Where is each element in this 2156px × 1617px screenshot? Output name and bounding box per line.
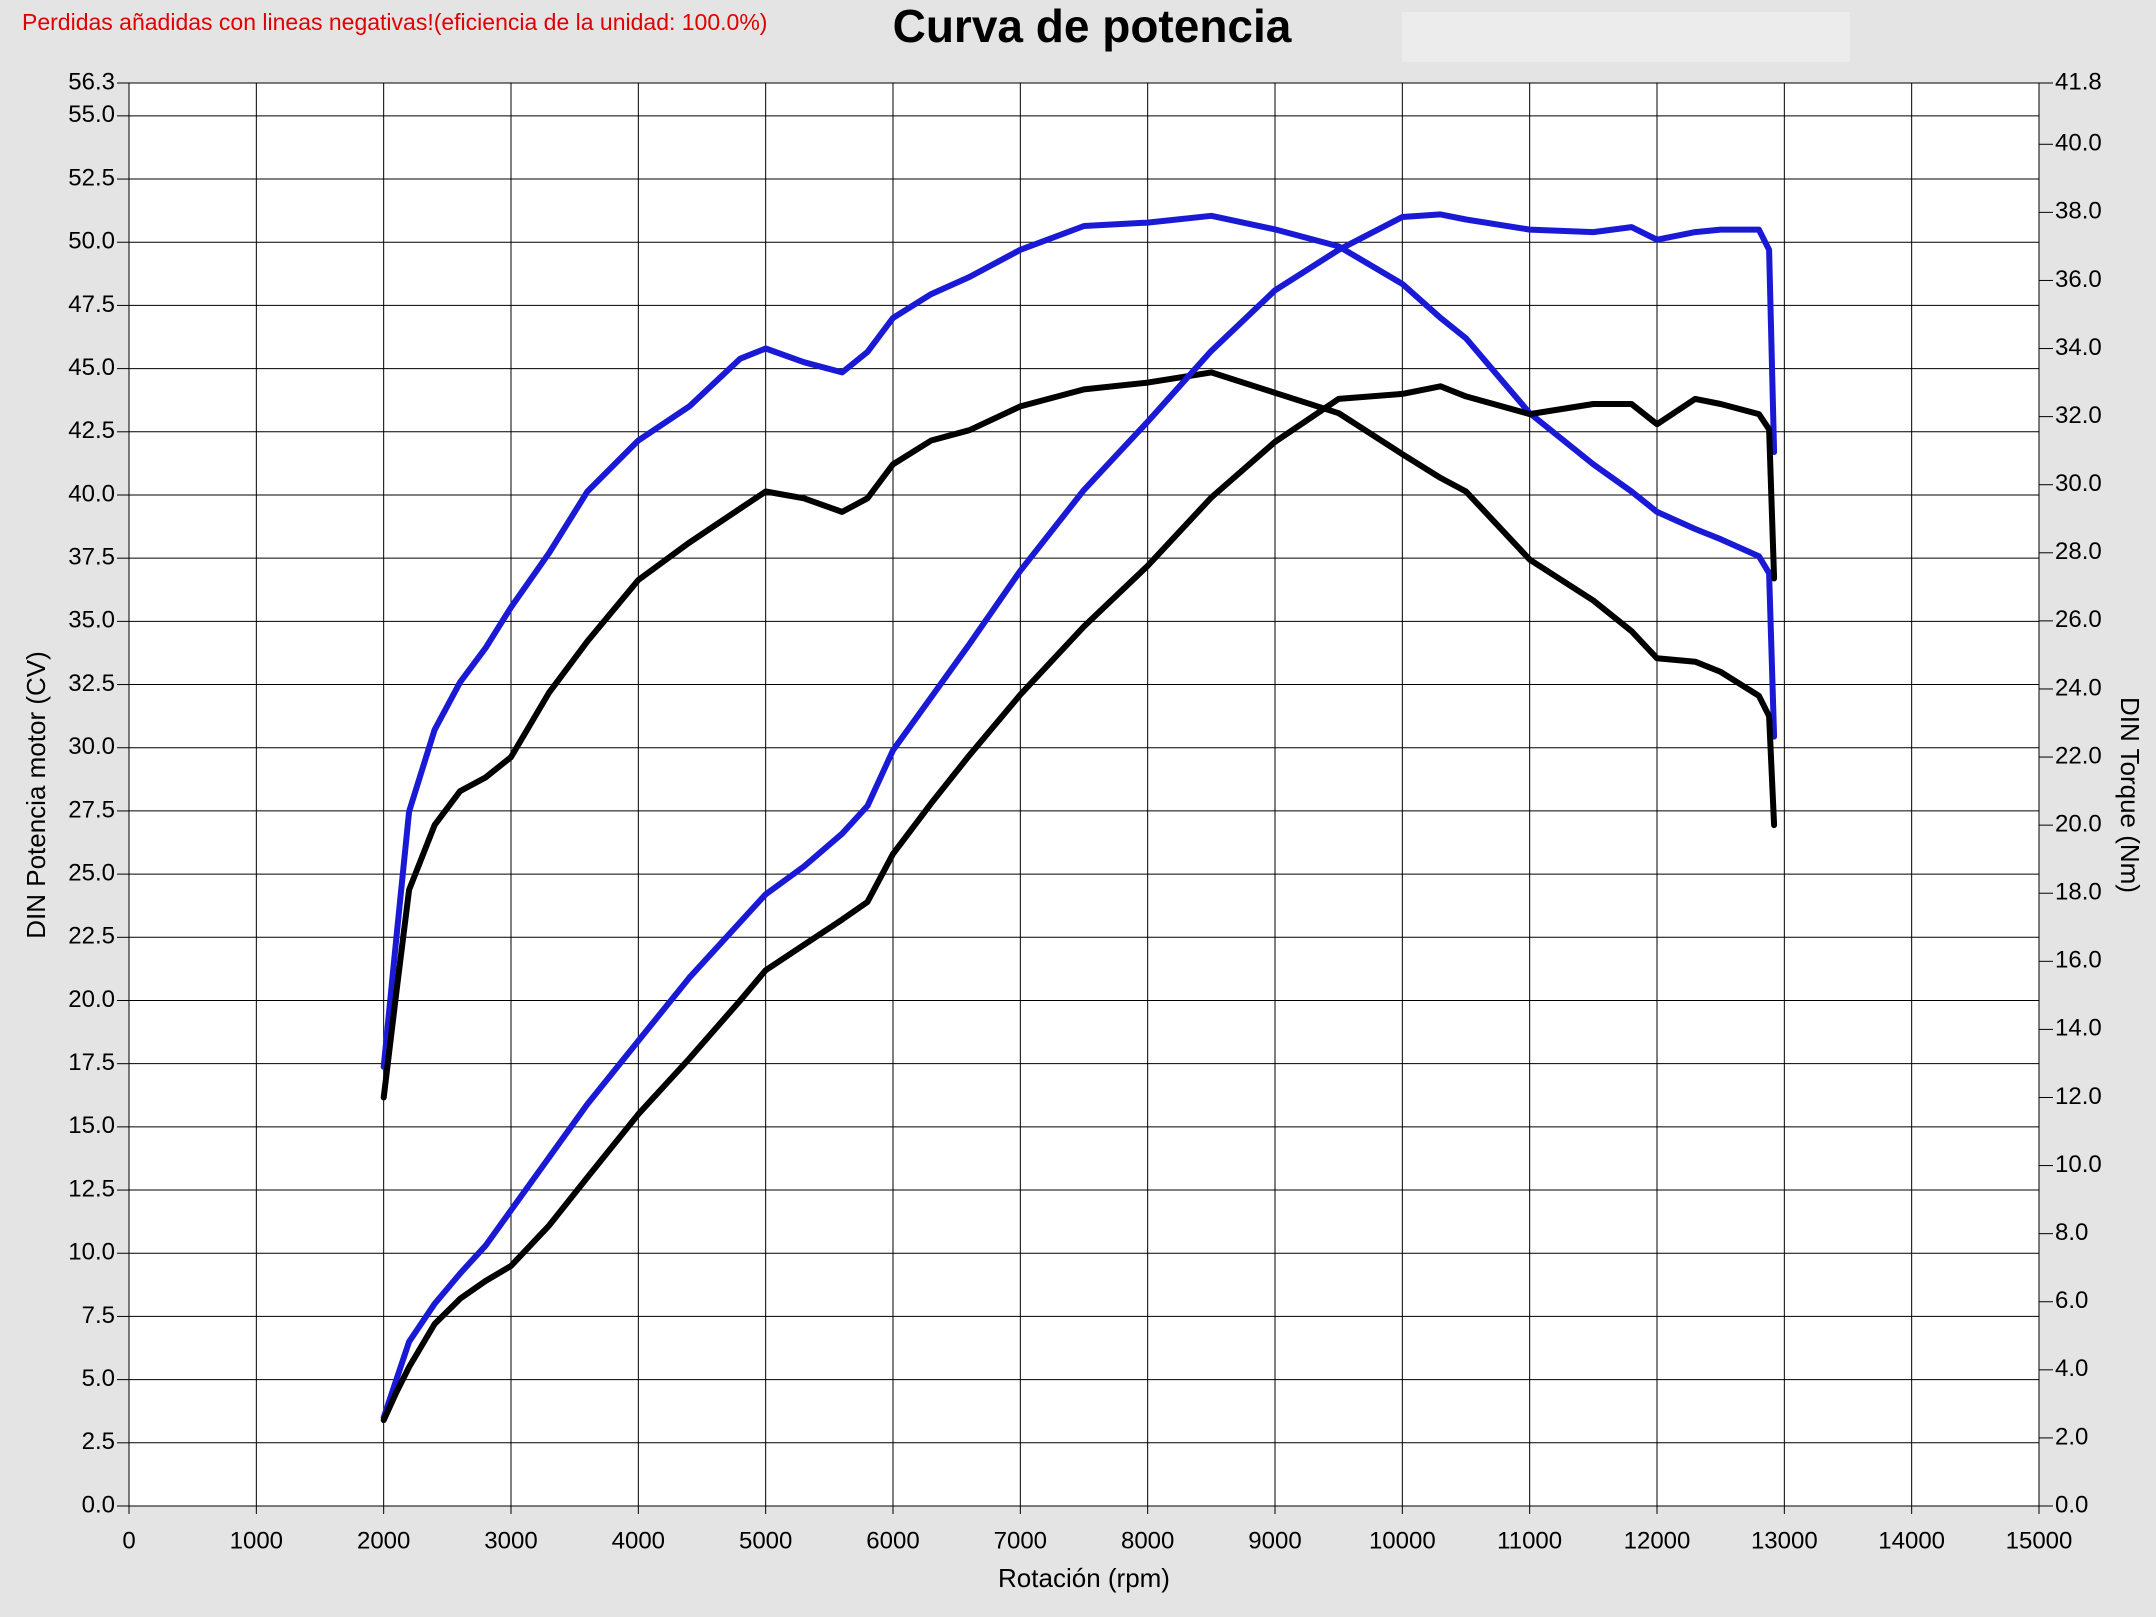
x-tick-label: 14000 (1878, 1527, 1945, 1554)
y-tick-label: 2.5 (82, 1428, 115, 1455)
y-tick-label: 37.5 (68, 544, 115, 571)
y2-axis-label: DIN Torque (Nm) (2115, 697, 2145, 893)
y-tick-label: 10.0 (68, 1239, 115, 1266)
note: Perdidas añadidas con lineas negativas!(… (22, 9, 767, 35)
chart-title: Curva de potencia (893, 0, 1292, 52)
x-tick-label: 8000 (1121, 1527, 1174, 1554)
y-axis-label: DIN Potencia motor (CV) (21, 651, 51, 939)
y-tick-label: 30.0 (68, 733, 115, 760)
y-tick-label: 7.5 (82, 1302, 115, 1329)
y-tick-label: 35.0 (68, 607, 115, 634)
x-tick-label: 6000 (866, 1527, 919, 1554)
y2-tick-label: 16.0 (2055, 947, 2102, 974)
y2-tick-label: 2.0 (2055, 1423, 2088, 1450)
x-tick-label: 9000 (1248, 1527, 1301, 1554)
y2-tick-label: 12.0 (2055, 1083, 2102, 1110)
y2-tick-label: 34.0 (2055, 334, 2102, 361)
y2-tick-label: 18.0 (2055, 879, 2102, 906)
y2-tick-label: 38.0 (2055, 198, 2102, 225)
y-tick-label: 27.5 (68, 796, 115, 823)
y-tick-label: 42.5 (68, 417, 115, 444)
plot-frame (128, 82, 2040, 1507)
x-tick-label: 4000 (612, 1527, 665, 1554)
x-tick-label: 2000 (357, 1527, 410, 1554)
y-tick-label: 45.0 (68, 354, 115, 381)
x-tick-label: 1000 (230, 1527, 283, 1554)
y-tick-label: 20.0 (68, 986, 115, 1013)
y-tick-label: 0.0 (82, 1491, 115, 1518)
y2-tick-label: 8.0 (2055, 1219, 2088, 1246)
x-tick-label: 3000 (484, 1527, 537, 1554)
x-tick-label: 0 (122, 1527, 135, 1554)
x-tick-label: 15000 (2006, 1527, 2073, 1554)
x-tick-label: 11000 (1497, 1527, 1562, 1554)
y2-tick-label: 10.0 (2055, 1151, 2102, 1178)
y2-tick-label: 26.0 (2055, 606, 2102, 633)
y-tick-label: 17.5 (68, 1049, 115, 1076)
y2-tick-label: 36.0 (2055, 266, 2102, 293)
y-tick-label: 5.0 (82, 1365, 115, 1392)
y2-tick-label: 41.8 (2055, 68, 2102, 95)
y-tick-label: 55.0 (68, 101, 115, 128)
y-tick-label: 40.0 (68, 480, 115, 507)
y-tick-label: 47.5 (68, 291, 115, 318)
y-tick-label: 32.5 (68, 670, 115, 697)
x-tick-label: 5000 (739, 1527, 792, 1554)
y2-tick-label: 14.0 (2055, 1015, 2102, 1042)
y2-tick-label: 20.0 (2055, 810, 2102, 837)
header-box (1402, 12, 1850, 62)
series-line (380, 212, 1778, 1070)
y-tick-label: 12.5 (68, 1175, 115, 1202)
y-tick-label: 56.3 (68, 68, 115, 95)
series-line (380, 211, 1778, 1421)
y-tick-label: 15.0 (68, 1112, 115, 1139)
series-line (380, 383, 1778, 1424)
y2-tick-label: 0.0 (2055, 1491, 2088, 1518)
plot-area (129, 83, 2039, 1506)
y2-tick-label: 30.0 (2055, 470, 2102, 497)
x-tick-label: 10000 (1369, 1527, 1436, 1554)
x-tick-label: 7000 (994, 1527, 1047, 1554)
x-tick-label: 12000 (1624, 1527, 1691, 1554)
y2-tick-label: 40.0 (2055, 130, 2102, 157)
series-line (380, 369, 1778, 1101)
x-axis-label: Rotación (rpm) (998, 1563, 1170, 1593)
x-tick-label: 13000 (1751, 1527, 1818, 1554)
y2-tick-label: 6.0 (2055, 1287, 2088, 1314)
y-tick-label: 52.5 (68, 164, 115, 191)
y2-tick-label: 4.0 (2055, 1355, 2088, 1382)
y-tick-label: 50.0 (68, 228, 115, 255)
y2-tick-label: 32.0 (2055, 402, 2102, 429)
y-tick-label: 25.0 (68, 859, 115, 886)
y2-tick-label: 24.0 (2055, 674, 2102, 701)
y2-tick-label: 28.0 (2055, 538, 2102, 565)
y2-tick-label: 22.0 (2055, 742, 2102, 769)
y-tick-label: 22.5 (68, 923, 115, 950)
